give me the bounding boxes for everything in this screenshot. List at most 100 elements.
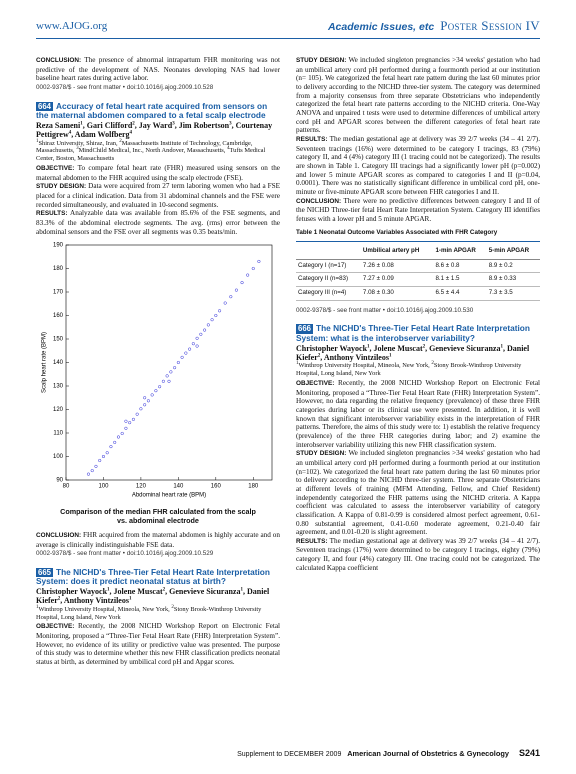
section-label: RESULTS: xyxy=(296,135,328,143)
data-point xyxy=(90,469,94,473)
affiliation-mark: 4 xyxy=(226,146,230,152)
authors: Reza Sameni1Gari Clifford2Jay Ward3Jim R… xyxy=(36,121,280,140)
outcome-table: Umbilical artery pH 1-min APGAR 5-min APGA… xyxy=(296,244,540,301)
data-point xyxy=(214,314,218,318)
data-point xyxy=(109,445,113,449)
data-point xyxy=(139,407,143,411)
author-name: Anthony Vintzileos xyxy=(323,353,389,362)
author-name: Gari Clifford xyxy=(86,120,133,130)
affiliation-mark: 1 xyxy=(36,604,39,610)
affiliation-mark: 2 xyxy=(171,604,174,610)
supplement: Supplement to DECEMBER 2009 xyxy=(237,751,342,758)
data-point xyxy=(158,385,162,389)
data-point xyxy=(176,361,180,365)
section-text: Recently, the 2008 NICHD Workshop Report… xyxy=(36,622,280,667)
x-tick-label: 120 xyxy=(136,484,147,490)
section-text: The presence of abnormal intrapartum FHR… xyxy=(36,56,280,83)
section-label: CONCLUSION: xyxy=(296,197,342,205)
section-label: CONCLUSION: xyxy=(36,57,82,64)
data-point xyxy=(229,295,233,299)
table-cell: 7.26 ± 0.08 xyxy=(360,259,434,274)
data-point xyxy=(161,380,165,384)
footer: Supplement to DECEMBER 2009 American Jou… xyxy=(36,748,540,762)
data-point xyxy=(113,441,117,445)
data-point xyxy=(246,273,250,277)
y-tick-label: 100 xyxy=(53,454,64,460)
y-tick-label: 160 xyxy=(53,313,64,319)
data-point xyxy=(165,374,169,378)
affiliation-text: Tufts Medical Center, Boston, Massachuse… xyxy=(36,147,266,163)
table-cell: 8.6 ± 0.8 xyxy=(433,259,487,274)
data-point xyxy=(188,347,192,351)
author: Reza Sameni1 xyxy=(36,121,87,130)
affiliation-text: Stony Brook-Winthrop University Hospital… xyxy=(36,605,262,621)
table-header-row: Umbilical artery pH 1-min APGAR 5-min APGA… xyxy=(296,244,540,260)
data-point xyxy=(101,455,106,459)
data-point xyxy=(135,412,139,417)
affiliation-mark: 1 xyxy=(36,138,39,144)
data-point xyxy=(218,309,222,313)
scatter-chart: 90 100 110 120 130 140 150 160 170 180 190 80 100 120… xyxy=(42,243,273,499)
author-name: Christopher Wayock xyxy=(36,587,108,597)
section-label: RESULTS: xyxy=(296,537,328,545)
abstract-number: 666 xyxy=(296,324,314,334)
x-tick-label: 180 xyxy=(248,484,259,490)
section-text: To compare fetal heart rate (FHR) measur… xyxy=(36,164,280,182)
y-tick-label: 140 xyxy=(53,360,64,366)
section-label: CONCLUSION: xyxy=(36,531,82,539)
author: Anthony Vintzileos1 xyxy=(324,353,392,362)
section-text: We included singleton pregnancies >34 we… xyxy=(296,56,540,135)
section-text: We included singleton pregnancies >34 we… xyxy=(296,449,540,537)
abstract-number: 665 xyxy=(36,567,54,578)
author-name: Jolene Muscat xyxy=(373,343,423,353)
data-point xyxy=(203,328,207,332)
x-tick-label: 160 xyxy=(211,484,222,490)
author-affiliation-mark: 2 xyxy=(317,353,321,359)
author: Adam Wolfberg4 xyxy=(75,130,132,139)
data-point xyxy=(210,318,214,322)
data-point xyxy=(184,351,188,355)
author: Christopher Wayock1 xyxy=(36,587,114,596)
paragraph: RESULTS: The median gestational age at d… xyxy=(296,537,540,573)
data-point xyxy=(173,366,177,370)
table-cell: 6.5 ± 4.4 xyxy=(433,286,487,301)
author: Genevieve Sicuranza1 xyxy=(169,587,247,596)
data-point xyxy=(167,380,171,384)
journal: American Journal of Obstetrics & Gynecol… xyxy=(347,749,510,758)
author-affiliation-mark: 1 xyxy=(240,587,243,593)
paragraph: OBJECTIVE: Recently, the 2008 NICHD Work… xyxy=(296,379,540,449)
author-affiliation-mark: 2 xyxy=(57,596,61,602)
affiliation-text: Shiraz University, Shiraz, Iran, xyxy=(38,139,118,147)
data-point xyxy=(143,396,147,400)
table-cell: Category I (n=17) xyxy=(296,259,361,274)
section-text: The median gestational age at delivery w… xyxy=(296,536,540,572)
section-label: STUDY DESIGN: xyxy=(36,183,87,191)
data-point xyxy=(234,288,238,292)
data-point xyxy=(128,421,132,425)
author-name: Jay Ward xyxy=(138,120,173,130)
y-tick-label: 110 xyxy=(53,431,63,437)
author-affiliation-mark: 1 xyxy=(500,343,503,349)
affiliations: 1Winthrop University Hospital, Mineola, … xyxy=(296,361,540,378)
section-label: STUDY DESIGN: xyxy=(296,57,347,64)
author-affiliation-mark: 3 xyxy=(229,121,232,127)
section: Academic Issues, etc xyxy=(327,21,435,33)
table-header-cell: Umbilical artery pH xyxy=(360,244,434,260)
abstract-heading: 665 The NICHD's Three-Tier Fetal Heart Ra… xyxy=(36,567,280,587)
paragraph: STUDY DESIGN: We included singleton preg… xyxy=(296,449,540,537)
table-row: Category III (n=4) 7.08 ± 0.30 6.5 ± 4.4 7.… xyxy=(296,286,540,301)
left-column: CONCLUSION: The presence of abnormal int… xyxy=(36,56,280,744)
table-cell: Category II (n=83) xyxy=(296,272,361,288)
section-label: OBJECTIVE: xyxy=(36,165,75,173)
y-tick-label: 180 xyxy=(53,266,64,272)
section-heading: Academic Issues, etc Poster Session IV xyxy=(328,18,540,34)
affiliation-text: Winthrop University Hospital, Mineola, N… xyxy=(38,605,170,613)
author-name: Courtenay Pettigrew xyxy=(36,120,273,140)
x-axis-label: Abdominal heart rate (BPM) xyxy=(132,493,206,499)
author-name: Genevieve Sicuranza xyxy=(169,587,241,597)
paragraph: OBJECTIVE: To compare fetal heart rate (… xyxy=(36,164,280,182)
data-point xyxy=(154,389,158,393)
author-name: Genevieve Sicuranza xyxy=(429,343,501,353)
